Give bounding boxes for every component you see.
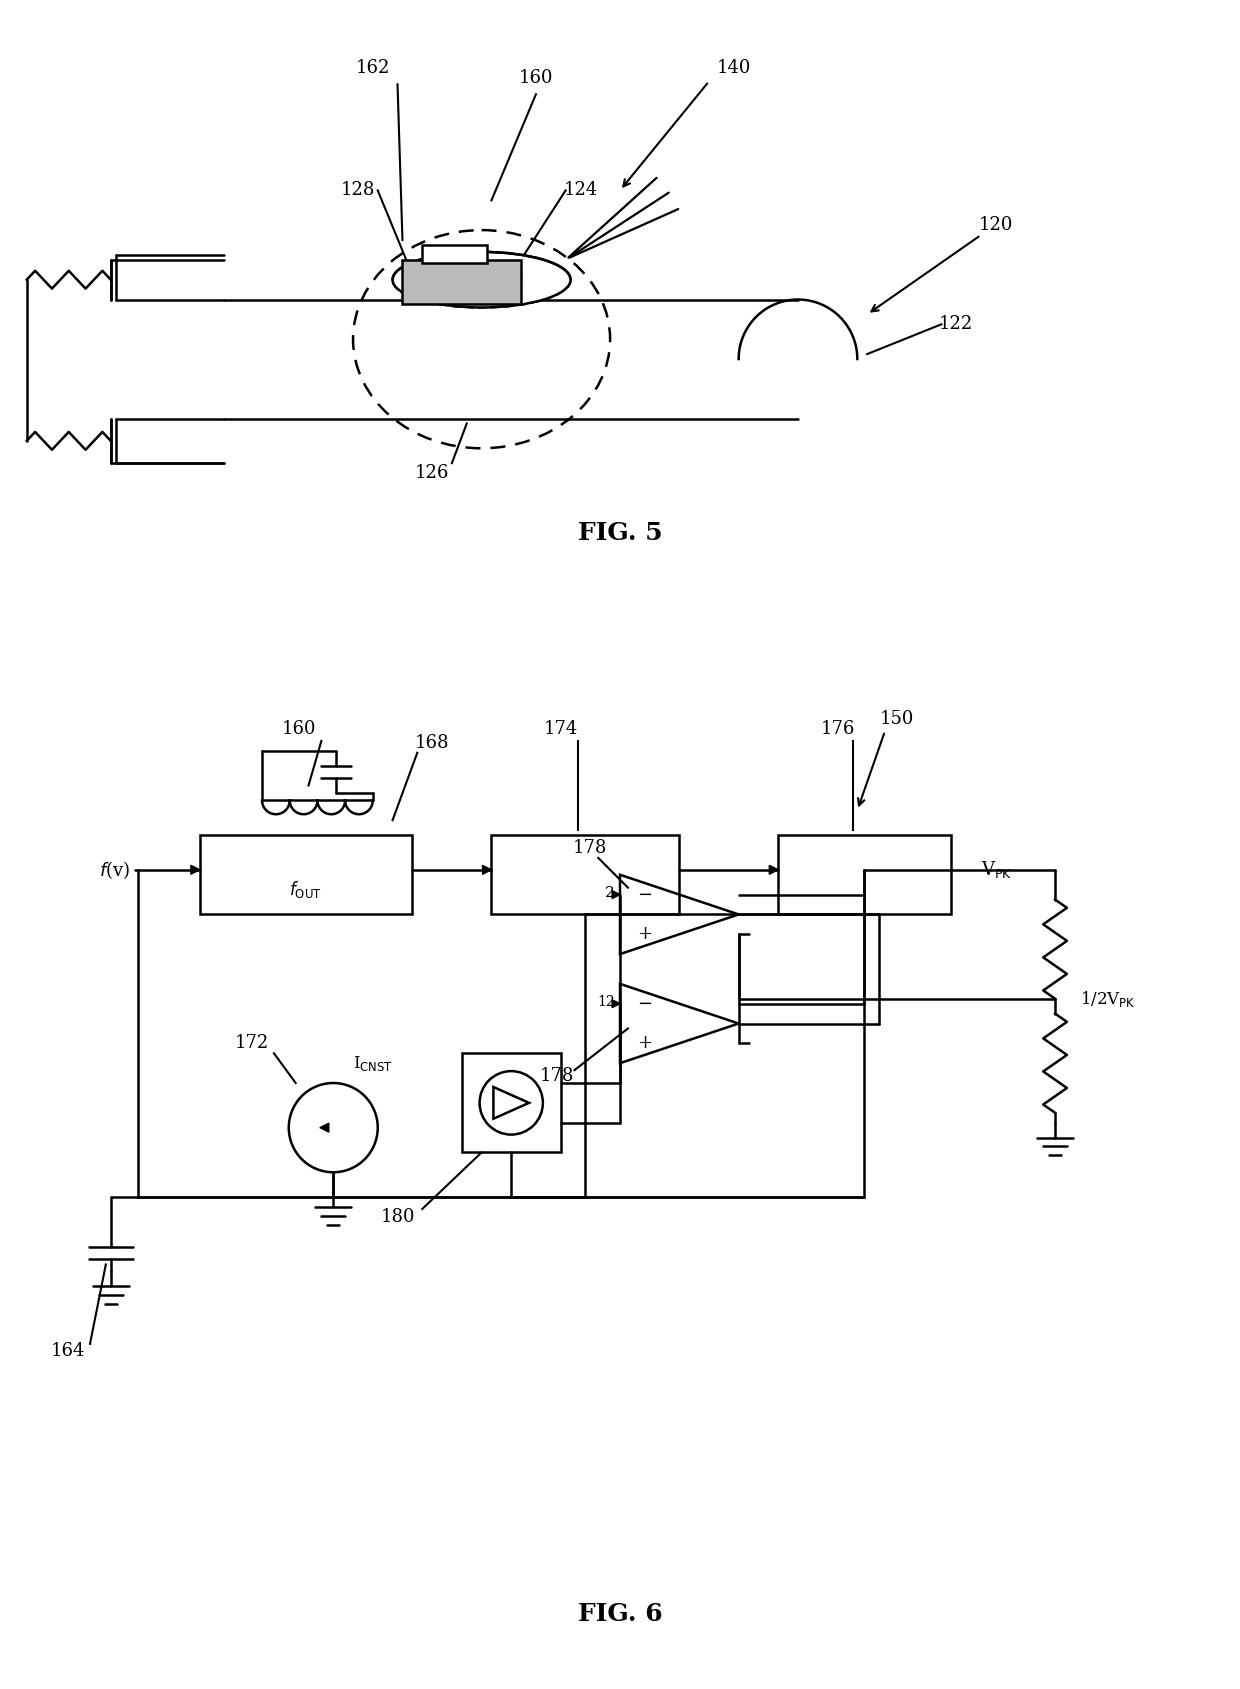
Text: FIG. 6: FIG. 6	[578, 1601, 662, 1625]
Text: $f_\mathrm{OUT}$: $f_\mathrm{OUT}$	[289, 880, 322, 900]
Bar	[461, 1054, 560, 1152]
Text: 126: 126	[415, 464, 449, 481]
Text: 128: 128	[341, 181, 376, 199]
Text: +: +	[637, 1034, 652, 1052]
Bar	[491, 834, 680, 914]
Bar	[200, 834, 413, 914]
Text: 162: 162	[356, 59, 391, 78]
Bar	[403, 260, 521, 304]
Bar	[423, 245, 486, 263]
Text: 178: 178	[573, 839, 608, 856]
Text: 168: 168	[415, 733, 449, 752]
Text: 180: 180	[381, 1208, 414, 1226]
Text: 160: 160	[518, 69, 553, 88]
Text: 164: 164	[51, 1341, 86, 1360]
Polygon shape	[613, 1000, 620, 1008]
Text: 1/2V$_\mathrm{PK}$: 1/2V$_\mathrm{PK}$	[1080, 988, 1136, 1008]
Text: I$_\mathrm{CNST}$: I$_\mathrm{CNST}$	[353, 1054, 393, 1073]
Polygon shape	[191, 865, 200, 875]
Ellipse shape	[441, 267, 521, 292]
Text: 120: 120	[978, 216, 1013, 235]
Bar	[779, 834, 951, 914]
Text: FIG. 5: FIG. 5	[578, 520, 662, 544]
Text: −: −	[637, 995, 652, 1013]
Text: 178: 178	[539, 1067, 574, 1084]
Polygon shape	[482, 865, 491, 875]
Text: V$_\mathrm{PK}$: V$_\mathrm{PK}$	[981, 860, 1012, 880]
Circle shape	[480, 1071, 543, 1135]
Text: 174: 174	[543, 720, 578, 738]
Polygon shape	[769, 865, 779, 875]
Text: 160: 160	[281, 720, 316, 738]
Text: 172: 172	[236, 1034, 269, 1052]
Text: −: −	[637, 885, 652, 904]
Text: 12: 12	[598, 995, 615, 1008]
Text: +: +	[637, 926, 652, 942]
Ellipse shape	[393, 252, 570, 307]
Text: 140: 140	[717, 59, 751, 78]
Text: 2: 2	[605, 885, 615, 900]
Text: $f$(v): $f$(v)	[99, 860, 130, 880]
Text: 176: 176	[821, 720, 854, 738]
Circle shape	[289, 1083, 378, 1172]
Text: 150: 150	[879, 709, 914, 728]
Text: 124: 124	[563, 181, 598, 199]
Polygon shape	[320, 1123, 329, 1132]
Text: 122: 122	[939, 316, 973, 333]
Polygon shape	[613, 890, 620, 899]
